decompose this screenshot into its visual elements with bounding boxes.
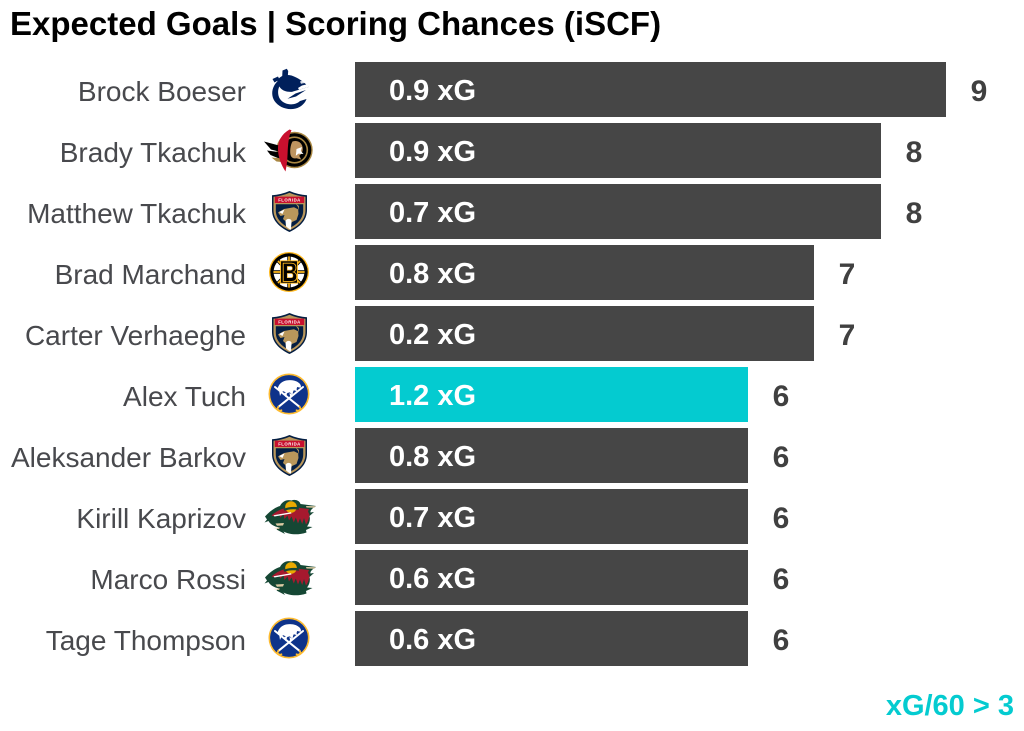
svg-text:FLORIDA: FLORIDA [278, 197, 301, 202]
svg-text:FLORIDA: FLORIDA [278, 319, 301, 324]
svg-text:FLORIDA: FLORIDA [278, 441, 301, 446]
